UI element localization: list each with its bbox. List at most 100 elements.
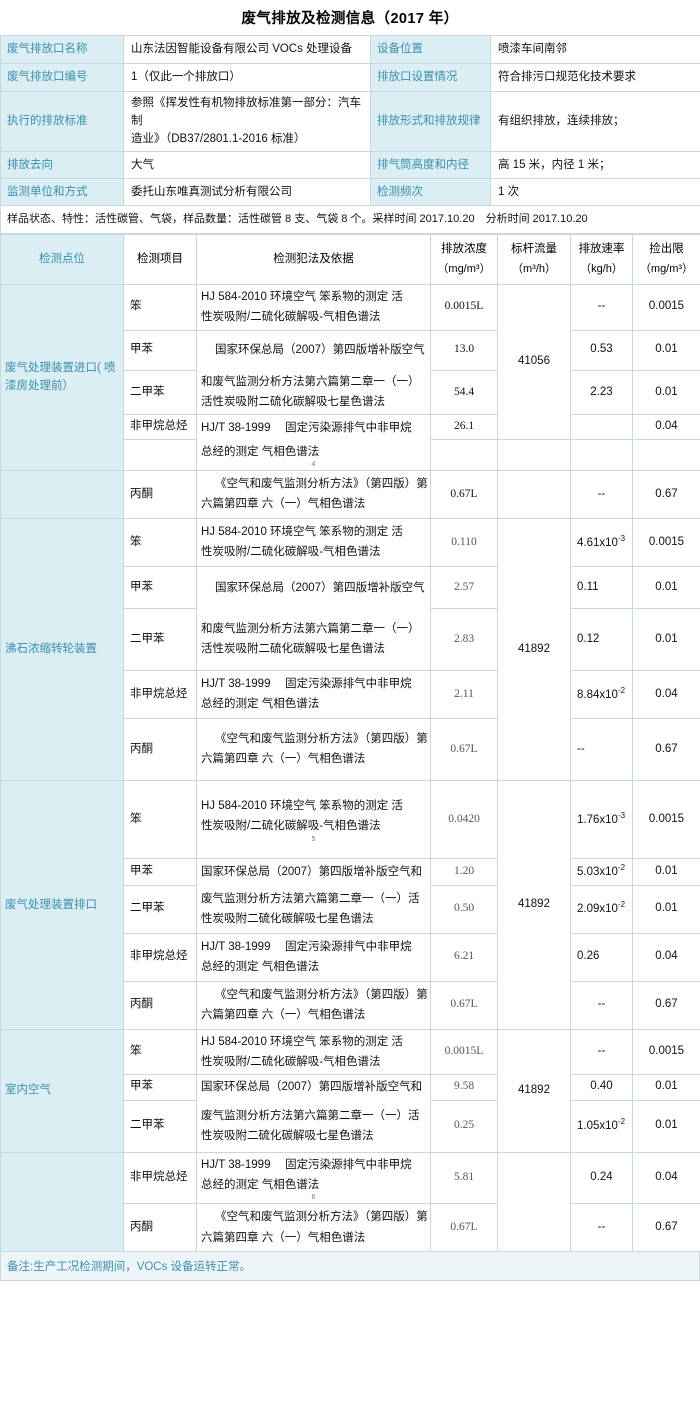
limit-value: 0.04: [632, 669, 700, 719]
method-line: 和废气监测分析方法第六篇第二章一（一）: [201, 376, 420, 389]
method-acetone: 《空气和废气监测分析方法》（第四版）第 六篇第四章 六（一）气相色谱法: [196, 1203, 431, 1253]
item-xylene: 二甲苯: [123, 1099, 197, 1153]
page-title: 废气排放及检测信息（2017 年）: [241, 11, 459, 27]
method-line: HJ 584-2010 环境空气 笨系物的测定 活: [201, 1035, 403, 1048]
point-label-indoor-air: 室内空气: [0, 1028, 124, 1153]
table-row: 二甲苯 和废气监测分析方法第六篇第二章一（一） 活性炭吸附二硫化碳解吸七星色谱法…: [1, 369, 700, 416]
item-acetone: 丙酮: [123, 980, 197, 1030]
concentration-value: 0.0015L: [430, 1028, 498, 1075]
method-line: 《空气和废气监测分析方法》（第四版）第: [215, 1211, 428, 1224]
method-line: 性炭吸附/二硫化碳解吸-气相色谱法: [201, 311, 381, 324]
method-line: 活性炭吸附二硫化碳解吸七星色谱法: [201, 643, 385, 656]
method-thc: HJ/T 38-1999 固定污染源排气中非甲烷 总经的测定 气相色谱法: [196, 669, 431, 719]
rate-value: 8.84x10-2: [570, 669, 633, 719]
rate-value: 0.11: [570, 565, 633, 609]
table-row: 废气处理装置排口 笨 HJ 584-2010 环境空气 笨系物的测定 活 性炭吸…: [0, 779, 700, 1030]
method-line: 总经的测定 气相色谱法: [201, 698, 320, 711]
col-header-rate-label: 排放速率: [578, 243, 625, 256]
concentration-value: 0.67L: [430, 1203, 498, 1253]
measurement-header-row: 检测点位 检测项目 检测犯法及依据 排放浓度 （mg/m³） 标杆流量 （m³/…: [0, 234, 700, 285]
method-line: 性炭吸附/二硫化碳解吸-气相色谱法: [201, 546, 381, 559]
info-row: 监测单位和方式 委托山东唯真测试分析有限公司 检测频次 1 次: [0, 178, 700, 207]
method-gb-part2: 和废气监测分析方法第六篇第二章一（一） 活性炭吸附二硫化碳解吸七星色谱法: [196, 608, 431, 671]
method-line: 总经的测定 气相色谱法: [201, 445, 320, 458]
page-mark-5: 5: [311, 835, 316, 843]
concentration-value: 5.81: [430, 1151, 498, 1205]
table-row: 甲苯 国家环保总局（2007）第四版增补版空气和 1.20 5.03x10-2 …: [1, 857, 700, 886]
point-label-inlet-line2: 漆房处理前）: [5, 380, 74, 393]
method-acetone: 《空气和废气监测分析方法》（第四版）第 六篇第四章 六（一）气相色谱法: [196, 980, 431, 1030]
method-line: 六篇第四章 六（一）气相色谱法: [201, 1009, 366, 1022]
info-value-destination: 大气: [123, 151, 371, 180]
concentration-value: 26.1: [430, 414, 498, 441]
item-benzene: 笨: [123, 517, 197, 567]
item-blank: [123, 439, 197, 471]
col-header-limit-unit: （mg/m³）: [639, 263, 694, 276]
table-row: 非甲烷总烃 HJ/T 38-1999 固定污染源排气中非甲烷 总经的测定 气相色…: [1, 932, 700, 982]
item-xylene: 二甲苯: [123, 369, 197, 416]
info-label-monitor-unit: 监测单位和方式: [0, 178, 124, 207]
rate-value: 0.40: [570, 1073, 633, 1101]
info-label-device-location: 设备位置: [370, 35, 491, 64]
method-line: HJ 584-2010 环境空气 笨系物的测定 活: [201, 291, 403, 304]
method-gb-part1: 国家环保总局（2007）第四版增补版空气: [196, 329, 431, 371]
table-row: 丙酮 《空气和废气监测分析方法》（第四版）第 六篇第四章 六（一）气相色谱法 0…: [1, 717, 700, 781]
rate-value: --: [570, 1203, 633, 1253]
limit-value: 0.04: [632, 932, 700, 982]
info-label-outlet-setup: 排放口设置情况: [370, 63, 491, 92]
method-line: 六篇第四章 六（一）气相色谱法: [201, 498, 366, 511]
concentration-value: 0.50: [430, 884, 498, 934]
item-toluene: 甲苯: [123, 565, 197, 609]
limit-value: 0.04: [632, 1151, 700, 1205]
limit-value: 0.0015: [632, 283, 700, 331]
method-acetone: 《空气和废气监测分析方法》（第四版）第 六篇第四章 六（一）气相色谱法: [196, 469, 431, 519]
rate-exponent: -3: [617, 810, 626, 820]
info-label-emission-form: 排放形式和排放规律: [370, 90, 491, 153]
table-row: 甲苯 国家环保总局（2007）第四版增补版空气 2.57 0.11 0.01: [1, 565, 700, 609]
info-row: 废气排放口编号 1（仅此一个排放口） 排放口设置情况 符合排污口规范化技术要求: [0, 63, 700, 92]
concentration-value: 13.0: [430, 329, 498, 371]
point-label-indoor-air-text: 室内空气: [5, 1084, 51, 1097]
sample-note-row: 样品状态、特性：活性碳管、气袋，样品数量：活性碳管 8 支、气袋 8 个。采样时…: [0, 205, 700, 235]
concentration-value: 0.67L: [430, 980, 498, 1030]
table-row: 甲苯 国家环保总局（2007）第四版增补版空气 13.0 0.53 0.01: [1, 329, 700, 371]
limit-value: 0.01: [632, 369, 700, 416]
rate-mantissa: 4.61x10: [577, 536, 618, 549]
info-label-frequency: 检测频次: [370, 178, 491, 207]
measurement-table: 检测点位 检测项目 检测犯法及依据 排放浓度 （mg/m³） 标杆流量 （m³/…: [0, 234, 700, 1253]
rate-exponent: -3: [617, 533, 626, 543]
limit-value: 0.0015: [632, 779, 700, 859]
col-header-point: 检测点位: [0, 234, 124, 285]
method-line: 总经的测定 气相色谱法: [201, 1178, 320, 1191]
limit-value: 0.01: [632, 1073, 700, 1101]
limit-value: 0.67: [632, 1203, 700, 1253]
rate-mantissa: 5.03x10: [577, 865, 618, 878]
rate-mantissa: 1.76x10: [577, 813, 618, 826]
limit-value: 0.01: [632, 884, 700, 934]
info-value-outlet-name: 山东法因智能设备有限公司 VOCs 处理设备: [123, 35, 371, 64]
method-benzene: HJ 584-2010 环境空气 笨系物的测定 活 性炭吸附/二硫化碳解吸-气相…: [196, 517, 431, 567]
concentration-value: 0.25: [430, 1099, 498, 1153]
rate-value: --: [570, 283, 633, 331]
table-row: 二甲苯 废气监测分析方法第六篇第二章一（一）活 性炭吸附二硫化碳解吸七星色谱法 …: [1, 884, 700, 934]
table-row: 丙酮 《空气和废气监测分析方法》（第四版）第 六篇第四章 六（一）气相色谱法 0…: [0, 469, 700, 519]
point-label-inlet: 废气处理装置进口( 喷 漆房处理前）: [0, 283, 124, 471]
table-row: 非甲烷总烃 HJ/T 38-1999 固定污染源排气中非甲烷 总经的测定 气相色…: [0, 1151, 700, 1253]
method-line: 《空气和废气监测分析方法》（第四版）第: [215, 988, 428, 1001]
rate-value: 0.26: [570, 932, 633, 982]
limit-value: 0.01: [632, 565, 700, 609]
rate-exponent: -2: [617, 862, 626, 872]
method-benzene: HJ 584-2010 环境空气 笨系物的测定 活 性炭吸附/二硫化碳解吸-气相…: [196, 1028, 431, 1075]
method-gb3-part1: 国家环保总局（2007）第四版增补版空气和: [196, 1073, 431, 1101]
method-line: 国家环保总局（2007）第四版增补版空气: [215, 344, 425, 357]
flow-value-section2: 41892: [497, 517, 571, 781]
rate-value: 2.23: [570, 369, 633, 416]
method-thc-part2: 总经的测定 气相色谱法 4: [196, 439, 431, 471]
emission-info-table: 废气排放口名称 山东法因智能设备有限公司 VOCs 处理设备 设备位置 喷漆车间…: [0, 35, 700, 235]
method-line: HJ 584-2010 环境空气 笨系物的测定 活: [201, 800, 403, 813]
method-line: 性炭吸附/二硫化碳解吸-气相色谱法: [201, 1055, 381, 1068]
info-value-emission-form: 有组织排放，连续排放；: [490, 90, 700, 153]
page-mark-6: 6: [311, 1194, 316, 1202]
method-line: 《空气和废气监测分析方法》（第四版）第: [215, 478, 428, 491]
method-gb-part2: 和废气监测分析方法第六篇第二章一（一） 活性炭吸附二硫化碳解吸七星色谱法: [196, 370, 431, 416]
